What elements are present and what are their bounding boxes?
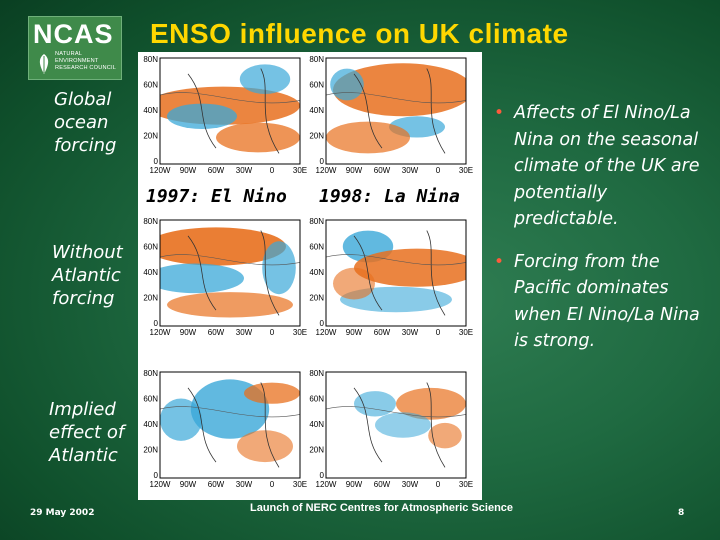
bullet-list: • Affects of El Nino/La Nina on the seas…	[494, 100, 716, 371]
slide-title: ENSO influence on UK climate	[150, 18, 569, 49]
lon-tick-label: 30W	[236, 480, 253, 489]
row-label-without-atlantic: Without Atlantic forcing	[52, 242, 123, 309]
lat-tick-label: 60N	[309, 81, 324, 90]
lon-tick-label: 30E	[459, 166, 473, 175]
lat-tick-label: 20N	[143, 446, 158, 455]
page-number: 8	[678, 508, 685, 518]
lat-tick-label: 80N	[143, 55, 158, 64]
lat-tick-label: 60N	[309, 243, 324, 252]
column-label-el-nino: 1997: El Nino	[146, 186, 287, 207]
map-grid: 80N 60N 40N 20N 0 120W 90W 60W 30W 0 30E 80N 60N 40N 2…	[138, 52, 482, 500]
lon-tick-label: 120W	[150, 328, 171, 337]
lon-tick-label: 30W	[402, 166, 419, 175]
lon-tick-label: 120W	[150, 166, 171, 175]
lat-tick-label: 80N	[309, 369, 324, 378]
lon-tick-label: 30W	[402, 480, 419, 489]
lat-tick-label: 20N	[309, 294, 324, 303]
lat-tick-label: 40N	[143, 420, 158, 429]
lon-tick-label: 30E	[293, 166, 307, 175]
lat-tick-label: 80N	[309, 55, 324, 64]
lon-tick-label: 60W	[374, 166, 391, 175]
lon-tick-label: 0	[436, 166, 441, 175]
bullet-dot-icon: •	[494, 103, 505, 123]
lat-tick-label: 40N	[309, 106, 324, 115]
bullet-text: Forcing from the Pacific dominates when …	[514, 251, 700, 352]
row-label-global: Global ocean forcing	[54, 89, 117, 156]
lon-tick-label: 30E	[293, 480, 307, 489]
bullet-item: • Forcing from the Pacific dominates whe…	[494, 249, 716, 355]
lat-tick-label: 0	[154, 471, 159, 480]
lon-tick-label: 30W	[236, 166, 253, 175]
lon-tick-label: 0	[270, 480, 275, 489]
footer-date: 29 May 2002	[30, 508, 95, 518]
lat-tick-label: 60N	[143, 243, 158, 252]
lat-tick-label: 0	[154, 157, 159, 166]
lon-tick-label: 30W	[236, 328, 253, 337]
lon-tick-label: 0	[436, 480, 441, 489]
lat-tick-label: 80N	[309, 217, 324, 226]
lon-tick-label: 0	[436, 328, 441, 337]
lon-tick-label: 0	[270, 166, 275, 175]
bullet-item: • Affects of El Nino/La Nina on the seas…	[494, 100, 716, 233]
lon-tick-label: 30E	[293, 328, 307, 337]
lon-tick-label: 90W	[180, 166, 197, 175]
lat-tick-label: 40N	[143, 268, 158, 277]
bullet-dot-icon: •	[494, 251, 505, 272]
lon-tick-label: 0	[270, 328, 275, 337]
bullet-text: Affects of El Nino/La Nina on the season…	[514, 103, 700, 229]
lat-tick-label: 0	[320, 471, 325, 480]
leaf-icon	[39, 54, 49, 74]
lon-tick-label: 90W	[346, 480, 363, 489]
lon-tick-label: 90W	[180, 328, 197, 337]
lon-tick-label: 90W	[346, 166, 363, 175]
column-label-la-nina: 1998: La Nina	[319, 186, 460, 207]
lon-tick-label: 60W	[208, 480, 225, 489]
lon-tick-label: 60W	[208, 166, 225, 175]
lon-tick-label: 120W	[316, 480, 337, 489]
lon-tick-label: 120W	[316, 328, 337, 337]
lat-tick-label: 80N	[143, 369, 158, 378]
lon-tick-label: 120W	[316, 166, 337, 175]
row-label-implied-atlantic: Implied effect of Atlantic	[49, 399, 125, 466]
lon-tick-label: 90W	[180, 480, 197, 489]
logo-mark: NCAS	[33, 19, 114, 49]
lon-tick-label: 60W	[208, 328, 225, 337]
lon-tick-label: 30W	[402, 328, 419, 337]
lon-tick-label: 60W	[374, 480, 391, 489]
footer-event: Launch of NERC Centres for Atmospheric S…	[250, 502, 514, 514]
lat-tick-label: 20N	[309, 132, 324, 141]
lat-tick-label: 20N	[309, 446, 324, 455]
lat-tick-label: 20N	[143, 132, 158, 141]
lat-tick-label: 40N	[309, 268, 324, 277]
lat-tick-label: 40N	[309, 420, 324, 429]
lat-tick-label: 80N	[143, 217, 158, 226]
lat-tick-label: 60N	[143, 81, 158, 90]
lat-tick-label: 0	[154, 319, 159, 328]
lat-tick-label: 60N	[309, 395, 324, 404]
lat-tick-label: 20N	[143, 294, 158, 303]
lon-tick-label: 30E	[459, 328, 473, 337]
ncas-logo: NCAS NATURAL ENVIRONMENT RESEARCH COUNCI…	[28, 16, 122, 80]
lat-tick-label: 0	[320, 319, 325, 328]
lon-tick-label: 30E	[459, 480, 473, 489]
lat-tick-label: 40N	[143, 106, 158, 115]
lon-tick-label: 120W	[150, 480, 171, 489]
lon-tick-label: 60W	[374, 328, 391, 337]
logo-subtitle: NATURAL ENVIRONMENT RESEARCH COUNCIL	[55, 51, 117, 71]
lat-tick-label: 0	[320, 157, 325, 166]
lon-tick-label: 90W	[346, 328, 363, 337]
lat-tick-label: 60N	[143, 395, 158, 404]
